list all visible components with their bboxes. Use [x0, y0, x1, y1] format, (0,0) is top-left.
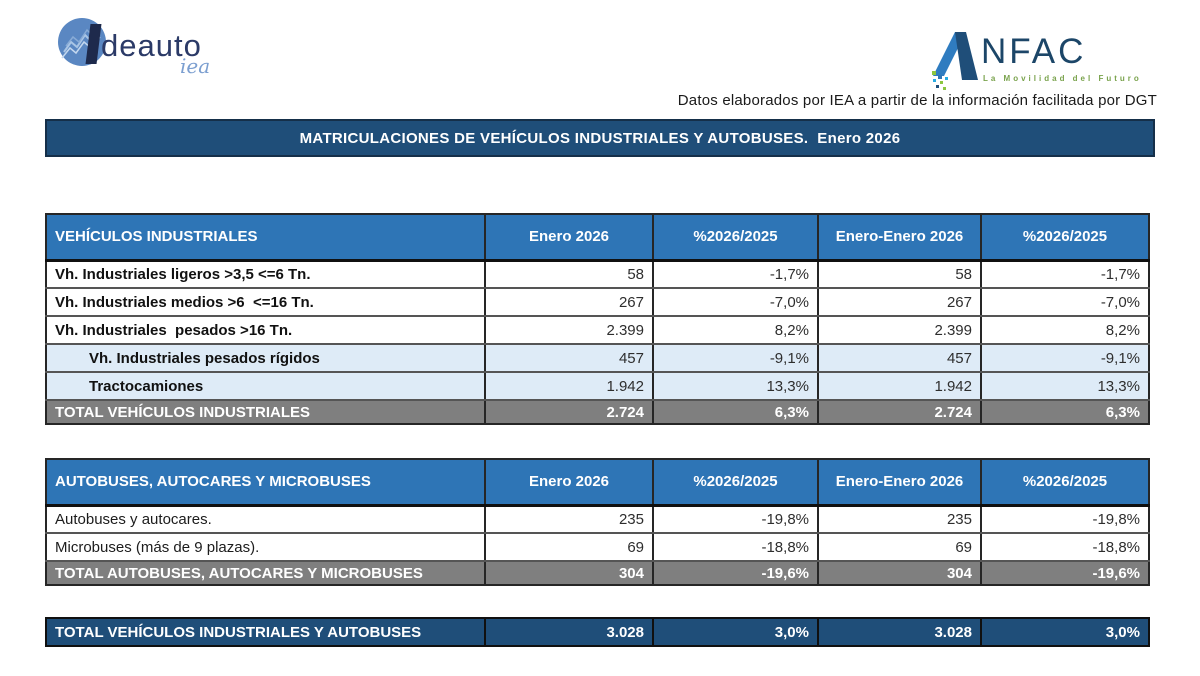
cell-value: -19,8%: [980, 504, 1150, 534]
anfac-tagline: La Movilidad del Futuro: [983, 74, 1142, 83]
total-value: 2.724: [817, 399, 982, 425]
column-header-ytd: Enero-Enero 2026: [817, 213, 982, 262]
cell-value: -9,1%: [980, 343, 1150, 373]
total-value: 6,3%: [652, 399, 819, 425]
industrial-vehicles-table: VEHÍCULOS INDUSTRIALES Enero 2026 %2026/…: [45, 213, 1150, 425]
total-value: 2.724: [484, 399, 654, 425]
cell-value: -1,7%: [652, 259, 819, 289]
row-label: Vh. Industriales pesados >16 Tn.: [45, 315, 486, 345]
cell-value: 13,3%: [980, 371, 1150, 401]
report-title: MATRICULACIONES DE VEHÍCULOS INDUSTRIALE…: [299, 129, 901, 147]
cell-value: -1,7%: [980, 259, 1150, 289]
grand-total-value: 3,0%: [652, 617, 819, 647]
table-header-row: VEHÍCULOS INDUSTRIALES Enero 2026 %2026/…: [45, 213, 1150, 262]
total-value: 304: [484, 560, 654, 586]
buses-table: AUTOBUSES, AUTOCARES Y MICROBUSES Enero …: [45, 458, 1150, 586]
total-label: TOTAL VEHÍCULOS INDUSTRIALES: [45, 399, 486, 425]
cell-value: 1.942: [817, 371, 982, 401]
ideauto-iea-script: iea: [180, 54, 211, 78]
cell-value: 13,3%: [652, 371, 819, 401]
anfac-a-icon: [932, 32, 978, 90]
table-row: Vh. Industriales pesados >16 Tn. 2.399 8…: [45, 315, 1150, 345]
cell-value: 2.399: [484, 315, 654, 345]
total-row: TOTAL AUTOBUSES, AUTOCARES Y MICROBUSES …: [45, 560, 1150, 586]
anfac-logo: NFAC La Movilidad del Futuro: [925, 26, 1165, 90]
table-subrow: Tractocamiones 1.942 13,3% 1.942 13,3%: [45, 371, 1150, 401]
cell-value: 235: [484, 504, 654, 534]
cell-value: 1.942: [484, 371, 654, 401]
ideauto-logo: deauto iea: [58, 12, 278, 90]
cell-value: 8,2%: [980, 315, 1150, 345]
column-header-ytd-pct: %2026/2025: [980, 213, 1150, 262]
grand-total-value: 3.028: [817, 617, 982, 647]
column-header-category: VEHÍCULOS INDUSTRIALES: [45, 213, 486, 262]
cell-value: 267: [817, 287, 982, 317]
row-label: Vh. Industriales pesados rígidos: [45, 343, 486, 373]
total-label: TOTAL AUTOBUSES, AUTOCARES Y MICROBUSES: [45, 560, 486, 586]
cell-value: 58: [817, 259, 982, 289]
row-label: Tractocamiones: [45, 371, 486, 401]
table-subrow: Vh. Industriales pesados rígidos 457 -9,…: [45, 343, 1150, 373]
cell-value: 267: [484, 287, 654, 317]
table-row: Vh. Industriales medios >6 <=16 Tn. 267 …: [45, 287, 1150, 317]
row-label: Vh. Industriales ligeros >3,5 <=6 Tn.: [45, 259, 486, 289]
cell-value: 2.399: [817, 315, 982, 345]
cell-value: 58: [484, 259, 654, 289]
anfac-wordmark: NFAC: [981, 32, 1087, 71]
total-value: -19,6%: [980, 560, 1150, 586]
column-header-month: Enero 2026: [484, 458, 654, 507]
report-title-bar: MATRICULACIONES DE VEHÍCULOS INDUSTRIALE…: [45, 119, 1155, 157]
column-header-ytd: Enero-Enero 2026: [817, 458, 982, 507]
table-row: Microbuses (más de 9 plazas). 69 -18,8% …: [45, 532, 1150, 562]
row-label: Microbuses (más de 9 plazas).: [45, 532, 486, 562]
cell-value: -18,8%: [980, 532, 1150, 562]
grand-total-value: 3.028: [484, 617, 654, 647]
total-row: TOTAL VEHÍCULOS INDUSTRIALES 2.724 6,3% …: [45, 399, 1150, 425]
table-header-row: AUTOBUSES, AUTOCARES Y MICROBUSES Enero …: [45, 458, 1150, 507]
total-value: 6,3%: [980, 399, 1150, 425]
column-header-pct: %2026/2025: [652, 458, 819, 507]
cell-value: 235: [817, 504, 982, 534]
cell-value: 457: [817, 343, 982, 373]
ideauto-wordmark: deauto: [101, 28, 202, 63]
cell-value: -7,0%: [652, 287, 819, 317]
total-value: 304: [817, 560, 982, 586]
cell-value: 8,2%: [652, 315, 819, 345]
grand-total-value: 3,0%: [980, 617, 1150, 647]
column-header-ytd-pct: %2026/2025: [980, 458, 1150, 507]
column-header-month: Enero 2026: [484, 213, 654, 262]
total-value: -19,6%: [652, 560, 819, 586]
column-header-pct: %2026/2025: [652, 213, 819, 262]
cell-value: -7,0%: [980, 287, 1150, 317]
column-header-category: AUTOBUSES, AUTOCARES Y MICROBUSES: [45, 458, 486, 507]
cell-value: -18,8%: [652, 532, 819, 562]
table-row: Autobuses y autocares. 235 -19,8% 235 -1…: [45, 504, 1150, 534]
grand-total-row: TOTAL VEHÍCULOS INDUSTRIALES Y AUTOBUSES…: [45, 617, 1150, 647]
cell-value: 457: [484, 343, 654, 373]
data-source-note: Datos elaborados por IEA a partir de la …: [677, 92, 1157, 109]
cell-value: 69: [817, 532, 982, 562]
table-row: Vh. Industriales ligeros >3,5 <=6 Tn. 58…: [45, 259, 1150, 289]
grand-total: TOTAL VEHÍCULOS INDUSTRIALES Y AUTOBUSES…: [45, 617, 1150, 647]
row-label: Vh. Industriales medios >6 <=16 Tn.: [45, 287, 486, 317]
cell-value: -9,1%: [652, 343, 819, 373]
row-label: Autobuses y autocares.: [45, 504, 486, 534]
grand-total-label: TOTAL VEHÍCULOS INDUSTRIALES Y AUTOBUSES: [45, 617, 486, 647]
cell-value: -19,8%: [652, 504, 819, 534]
cell-value: 69: [484, 532, 654, 562]
